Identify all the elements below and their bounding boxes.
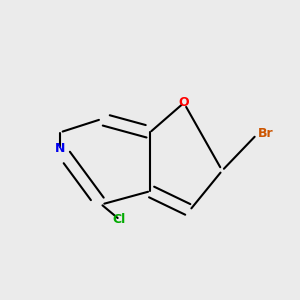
Text: O: O [178, 96, 189, 110]
Text: Cl: Cl [112, 213, 126, 226]
Text: N: N [55, 142, 65, 155]
Text: Br: Br [257, 127, 273, 140]
